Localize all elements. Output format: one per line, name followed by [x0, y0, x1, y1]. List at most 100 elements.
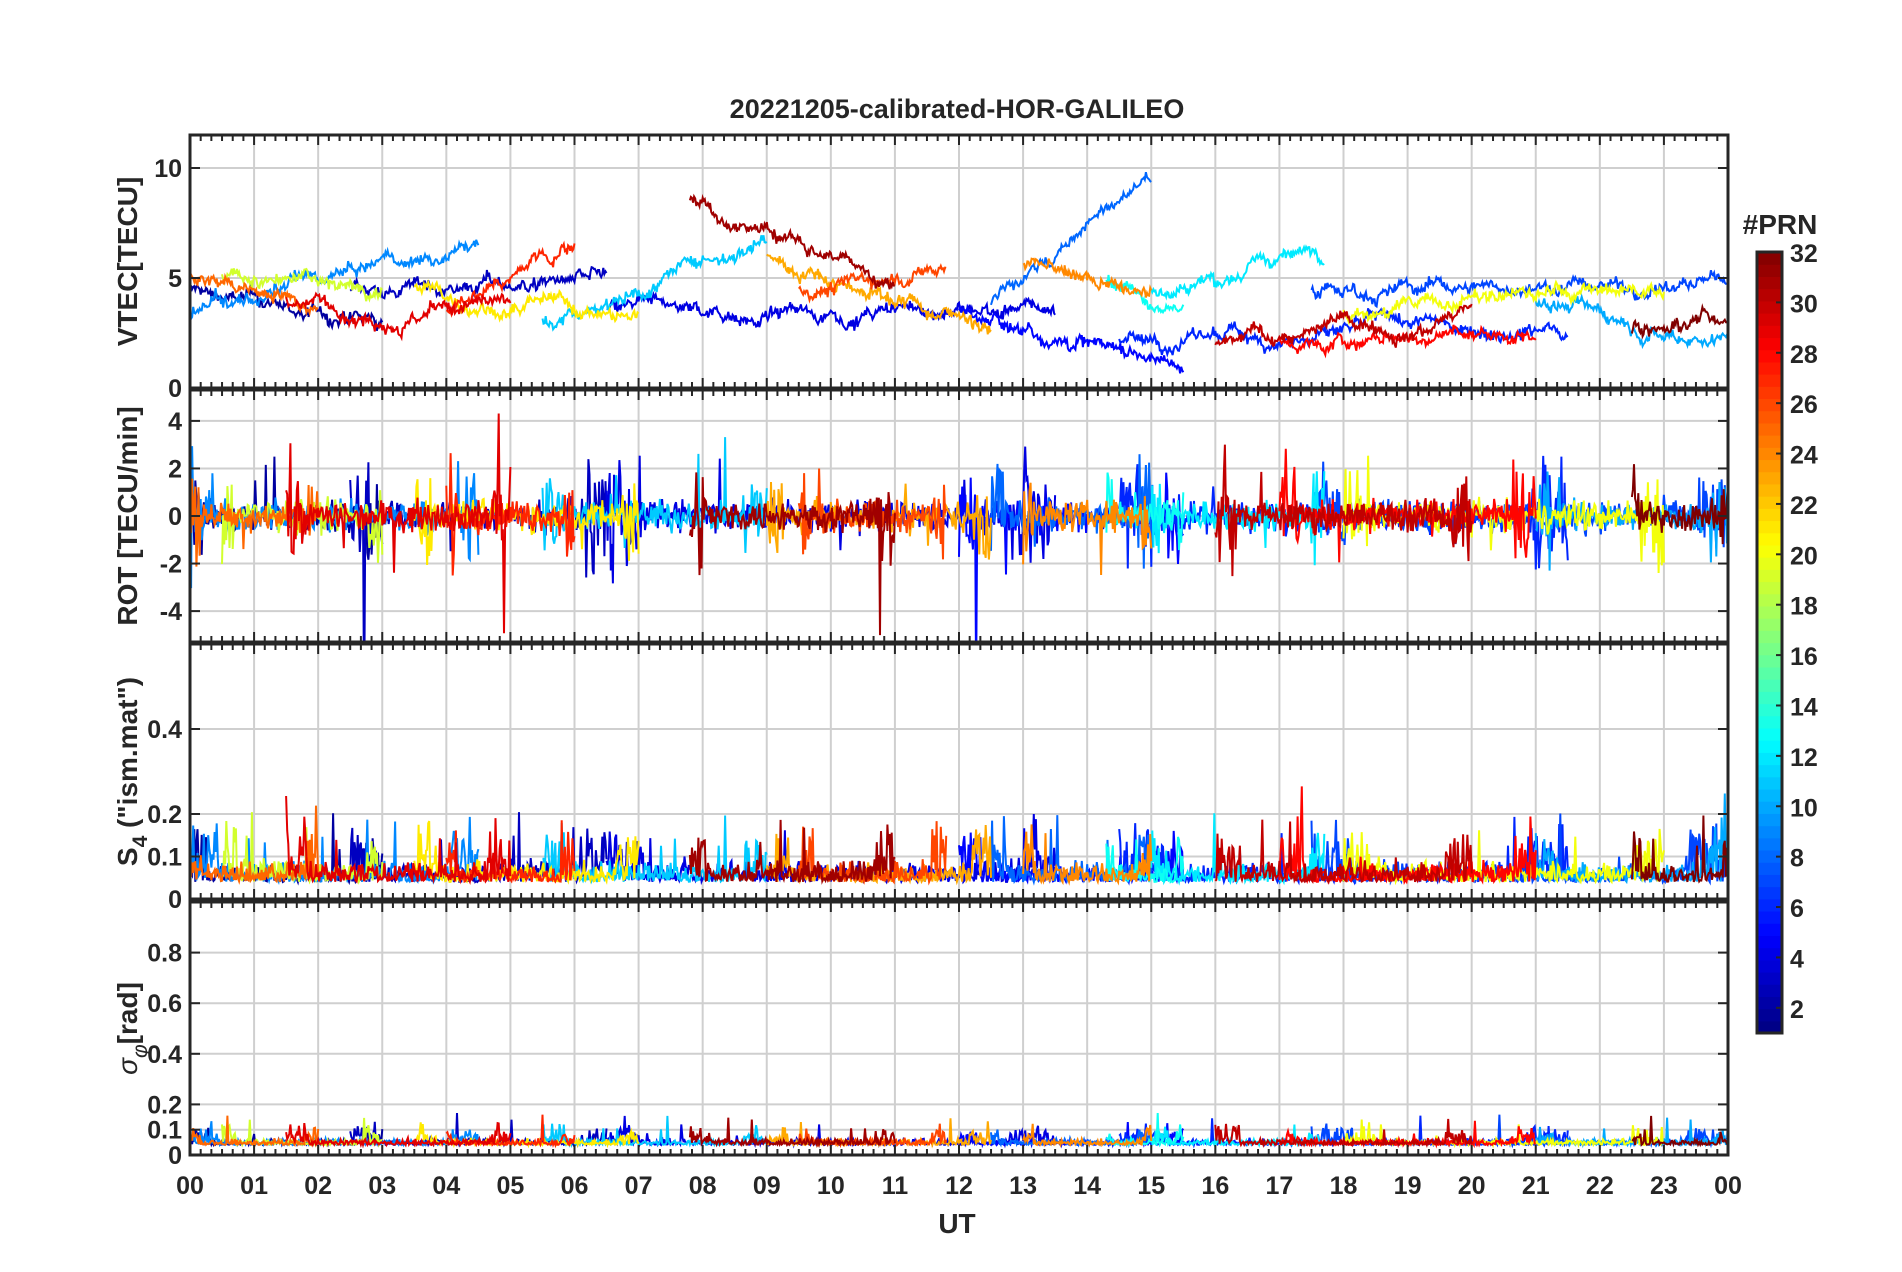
colorbar-swatch	[1757, 874, 1782, 888]
y-tick-label: 0.1	[147, 844, 182, 872]
colorbar-tick-label: 28	[1790, 341, 1818, 369]
x-tick-label: 23	[1650, 1172, 1678, 1200]
colorbar-swatch	[1757, 666, 1782, 680]
colorbar-swatch	[1757, 471, 1782, 485]
colorbar-tick-label: 30	[1790, 290, 1818, 318]
colorbar-swatch	[1757, 886, 1782, 900]
series-prn-27-rot	[445, 453, 576, 576]
colorbar-swatch	[1757, 996, 1782, 1010]
x-tick-label: 09	[753, 1172, 781, 1200]
panel-vtec: 0 5 10 VTEC[TECU]	[112, 133, 1730, 403]
series-prn-30-s4	[1214, 819, 1473, 885]
colorbar-swatch	[1757, 349, 1782, 363]
series-prn-27-vtec	[445, 240, 576, 318]
panel-sigma_phi: 00.10.2 0.4 0.6 0.8 σφ[rad]	[112, 900, 1730, 1170]
x-tick-label: 03	[368, 1172, 396, 1200]
colorbar-swatch	[1757, 593, 1782, 607]
panel-rot: -4 -2 0 2 4 ROT [TECU/min]	[112, 388, 1730, 644]
series-prn-5-vtec	[958, 303, 1185, 374]
colorbar-tick-label: 22	[1790, 492, 1818, 520]
colorbar-swatch	[1757, 496, 1782, 509]
x-tick-labels: 00 01 02 03 04 05 06 07 08 09 10 11 12 13 14 15 16 17 18 19…	[176, 1172, 1742, 1200]
x-tick-label: 14	[1073, 1172, 1101, 1200]
colorbar-swatch	[1757, 691, 1782, 705]
colorbar-swatch	[1757, 386, 1782, 400]
colorbar-tick-label: 26	[1790, 391, 1818, 419]
x-tick-label: 22	[1586, 1172, 1614, 1200]
series-prn-24-vtec	[1022, 257, 1153, 298]
traces-rot	[190, 413, 1728, 642]
series-prn-25-s4	[190, 805, 320, 885]
y-axis-label-rot: ROT [TECU/min]	[112, 406, 143, 625]
y-tick-label: 0	[168, 886, 182, 914]
x-tick-label: 08	[689, 1172, 717, 1200]
series-prn-23-vtec	[766, 253, 992, 335]
x-tick-label: 11	[882, 1172, 909, 1200]
y-axis-label-vtec: VTEC[TECU]	[112, 177, 143, 347]
y-tick-label: 10	[154, 155, 182, 183]
colorbar-tick-label: 2	[1790, 996, 1804, 1024]
y-tick-label: 0.4	[147, 716, 182, 744]
colorbar-tick-label: 24	[1790, 442, 1818, 470]
series-prn-21-vtec	[413, 278, 640, 324]
colorbar-swatch	[1757, 947, 1782, 961]
colorbar-swatch	[1757, 935, 1782, 949]
x-tick-label: 10	[817, 1172, 845, 1200]
series-prn-32-vtec	[1630, 303, 1728, 340]
series-prn-30-vtec	[1214, 303, 1473, 348]
colorbar-swatch	[1757, 264, 1782, 277]
colorbar-swatch	[1757, 276, 1782, 290]
colorbar-tick-label: 32	[1790, 240, 1818, 268]
colorbar-swatch	[1757, 764, 1782, 778]
colorbar-tick-label: 16	[1790, 643, 1818, 671]
y-tick-label: 2	[168, 455, 182, 483]
colorbar-swatch	[1757, 752, 1782, 766]
x-tick-label: 17	[1266, 1172, 1294, 1200]
series-prn-4-vtec	[606, 290, 1056, 331]
y-tick-label: 0	[168, 375, 182, 403]
colorbar-swatch	[1757, 849, 1782, 863]
colorbar-tick-label: 12	[1790, 744, 1818, 772]
series-prn-29-rot	[285, 413, 512, 634]
series-prn-8-s4	[990, 815, 1153, 886]
y-tick-label: 0.2	[147, 1091, 182, 1119]
colorbar-frame	[1755, 250, 1784, 1035]
y-tick-label: -4	[160, 598, 182, 626]
colorbar-swatch	[1757, 325, 1782, 339]
traces-sigma_phi	[190, 1112, 1728, 1149]
colorbar-swatch	[1757, 398, 1782, 412]
colorbar-swatch	[1757, 300, 1782, 314]
colorbar-swatch	[1757, 923, 1782, 936]
series-prn-29-vtec	[285, 291, 512, 342]
chart-title: 20221205-calibrated-HOR-GALILEO	[730, 94, 1185, 124]
x-tick-label: 01	[240, 1172, 268, 1200]
colorbar-swatch	[1757, 740, 1782, 753]
colorbar-tick-label: 4	[1790, 945, 1804, 973]
colorbar-swatch	[1757, 374, 1782, 387]
colorbar-title: #PRN	[1743, 209, 1818, 240]
colorbar-tick-label: 10	[1790, 794, 1818, 822]
y-tick-label: 5	[168, 265, 182, 293]
colorbar-swatch	[1757, 544, 1782, 558]
series-prn-6-vtec	[1118, 307, 1569, 358]
colorbar-swatch	[1757, 862, 1782, 875]
colorbar-tick-label: 6	[1790, 895, 1804, 923]
colorbar-swatch	[1757, 825, 1782, 839]
x-tick-label: 04	[432, 1172, 460, 1200]
colorbar-swatch	[1757, 288, 1782, 302]
y-axis-label-sigma_phi: σφ[rad]	[112, 982, 152, 1075]
colorbar-swatch	[1757, 971, 1782, 985]
y-tick-label: 4	[168, 408, 182, 436]
x-tick-label: 19	[1394, 1172, 1422, 1200]
colorbar-swatch	[1757, 361, 1782, 375]
series-prn-32-sigma_phi	[1631, 1115, 1728, 1148]
x-tick-label: 00	[176, 1172, 204, 1200]
colorbar-tick-label: 14	[1790, 693, 1818, 721]
x-tick-label: 20	[1458, 1172, 1486, 1200]
colorbar-swatch	[1757, 727, 1782, 741]
colorbar-swatch	[1757, 313, 1782, 326]
colorbar-tick-label: 20	[1790, 542, 1818, 570]
